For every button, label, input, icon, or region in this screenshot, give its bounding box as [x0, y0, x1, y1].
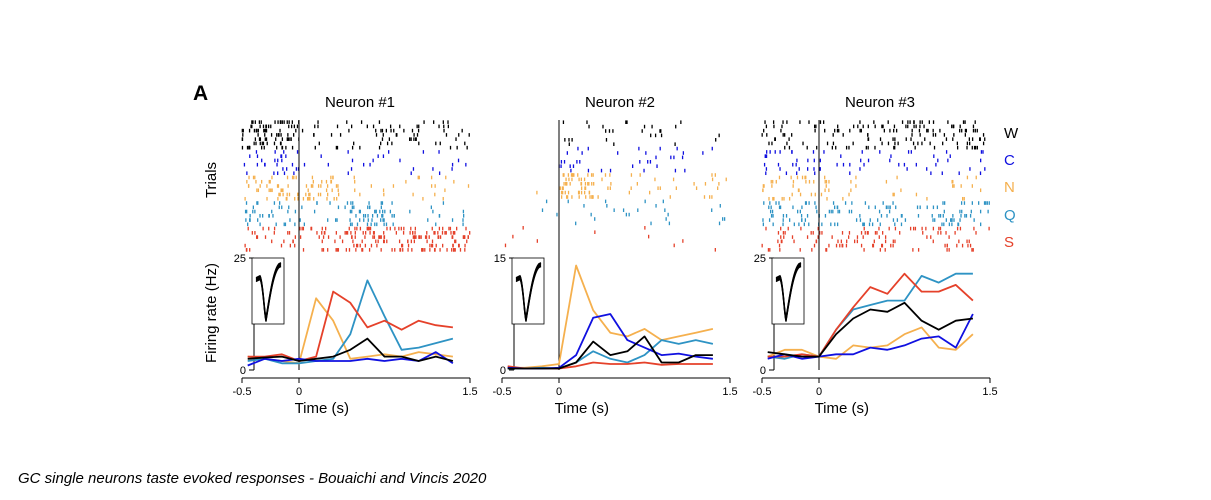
waveform-inset — [251, 257, 285, 325]
series-line-w — [247, 337, 454, 362]
neuron-panels: Neuron #1 -0.5 0 1.5 Time (s) 0 25 Neuron #2 -0.… — [233, 94, 998, 417]
waveform-trace — [775, 266, 802, 322]
legend-entry-s: S — [1004, 234, 1014, 251]
x-tick-label: 0 — [296, 386, 302, 398]
spike-raster — [504, 120, 727, 252]
series-line-c — [767, 313, 974, 360]
y-tick-label: 25 — [754, 253, 766, 265]
y-tick-label: 0 — [760, 365, 766, 377]
series-line-s — [247, 290, 454, 362]
x-tick-label: -0.5 — [753, 386, 772, 398]
legend-entry-n: N — [1004, 179, 1015, 196]
waveform-trace — [515, 266, 542, 322]
figure-caption: GC single neurons taste evoked responses… — [18, 470, 487, 487]
psth-lines — [247, 279, 454, 367]
neuron-panel-2: Neuron #2 -0.5 0 1.5 Time (s) 0 15 — [493, 94, 738, 417]
x-axis-label: Time (s) — [555, 400, 609, 417]
y-tick-label: 0 — [240, 365, 246, 377]
psth-y-label: Firing rate (Hz) — [203, 263, 220, 363]
legend-entry-c: C — [1004, 152, 1015, 169]
series-line-w — [507, 335, 713, 370]
waveform-inset — [771, 257, 805, 325]
x-axis-label: Time (s) — [815, 400, 869, 417]
psth-lines — [767, 272, 974, 360]
raster-y-label: Trials — [203, 162, 220, 198]
x-tick-label: -0.5 — [233, 386, 252, 398]
waveform-inset — [511, 257, 545, 325]
x-tick-label: -0.5 — [493, 386, 512, 398]
x-tick-label: 0 — [556, 386, 562, 398]
waveform-trace — [255, 266, 282, 322]
x-tick-label: 1.5 — [462, 386, 477, 398]
panel-label: A — [193, 82, 208, 105]
figure: A Trials Firing rate (Hz) Neuron #1 -0.5 0… — [193, 82, 1019, 417]
inset-frame — [251, 257, 285, 325]
panel-title: Neuron #3 — [845, 94, 915, 111]
series-line-s — [767, 272, 974, 358]
inset-frame — [511, 257, 545, 325]
panel-title: Neuron #2 — [585, 94, 655, 111]
y-tick-label: 0 — [500, 365, 506, 377]
panel-title: Neuron #1 — [325, 94, 395, 111]
neuron-panel-1: Neuron #1 -0.5 0 1.5 Time (s) 0 25 — [233, 94, 478, 417]
neuron-panel-3: Neuron #3 -0.5 0 1.5 Time (s) 0 25 — [753, 94, 998, 417]
series-line-w — [767, 301, 974, 358]
spike-raster — [241, 120, 471, 252]
x-axis-label: Time (s) — [295, 400, 349, 417]
x-tick-label: 0 — [816, 386, 822, 398]
legend-entry-w: W — [1004, 125, 1019, 142]
x-tick-label: 1.5 — [982, 386, 997, 398]
inset-frame — [771, 257, 805, 325]
x-tick-label: 1.5 — [722, 386, 737, 398]
y-tick-label: 15 — [494, 253, 506, 265]
series-line-n — [507, 264, 714, 369]
series-line-q — [247, 279, 454, 365]
psth-lines — [507, 264, 714, 370]
legend-entry-q: Q — [1004, 207, 1016, 224]
spike-raster — [761, 120, 990, 252]
y-tick-label: 25 — [234, 253, 246, 265]
